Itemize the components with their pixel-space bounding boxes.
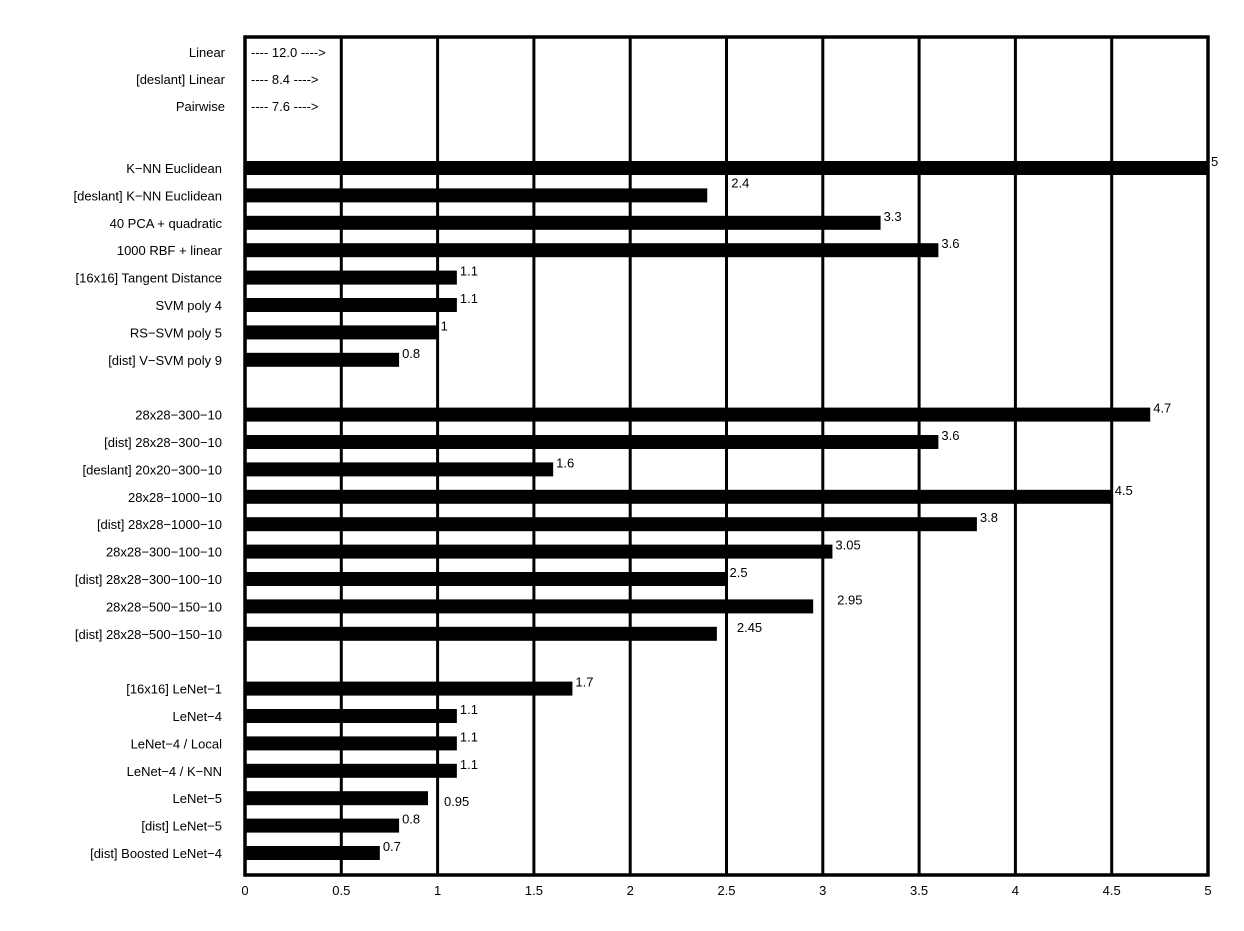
- row-label: LeNet−4: [172, 709, 222, 724]
- row-label: [dist] Boosted LeNet−4: [90, 846, 222, 861]
- bar: [245, 270, 457, 285]
- row-label: [deslant] Linear: [136, 72, 226, 87]
- bar: [245, 161, 1208, 175]
- offscale-value-label: ---- 12.0 ---->: [251, 45, 326, 60]
- row-label: Linear: [189, 45, 226, 60]
- bar: [245, 626, 717, 641]
- bar: [245, 215, 881, 230]
- row-label: [dist] 28x28−300−100−10: [75, 572, 222, 587]
- bar: [245, 818, 400, 833]
- value-label: 1.6: [556, 455, 574, 470]
- bar: [245, 709, 457, 723]
- bar: [245, 599, 814, 614]
- row-label: [dist] 28x28−1000−10: [97, 517, 222, 532]
- row-label: 28x28−500−150−10: [106, 599, 222, 614]
- bar: [245, 736, 457, 751]
- value-label: 1.1: [460, 702, 478, 717]
- x-tick-label: 2: [627, 883, 634, 898]
- value-label: 0.7: [383, 839, 401, 854]
- bar: [245, 462, 554, 477]
- value-label: 1: [441, 318, 448, 333]
- value-label: 2.5: [730, 565, 748, 580]
- value-label: 1.1: [460, 264, 478, 279]
- value-label: 0.8: [402, 346, 420, 361]
- value-label: 2.95: [837, 592, 862, 607]
- bar: [245, 517, 977, 532]
- offscale-value-label: ---- 7.6 ---->: [251, 99, 319, 114]
- bar: [245, 352, 400, 367]
- value-label: 0.95: [444, 794, 469, 809]
- value-label: 3.6: [941, 428, 959, 443]
- row-label: K−NN Euclidean: [126, 161, 222, 176]
- row-label: SVM poly 4: [156, 298, 222, 313]
- value-label: 2.4: [731, 175, 749, 190]
- row-label: [dist] 28x28−300−10: [104, 435, 222, 450]
- row-label: 40 PCA + quadratic: [110, 216, 223, 231]
- row-label: LeNet−4 / Local: [131, 736, 223, 751]
- row-label: 28x28−300−10: [135, 408, 222, 423]
- value-label: 4.7: [1153, 401, 1171, 416]
- value-label: 3.6: [941, 236, 959, 251]
- value-label: 1.1: [460, 757, 478, 772]
- row-label: Pairwise: [176, 99, 225, 114]
- row-label: [16x16] Tangent Distance: [76, 271, 222, 286]
- x-tick-label: 1.5: [525, 883, 543, 898]
- bar: [245, 681, 573, 696]
- row-label: [dist] V−SVM poly 9: [108, 353, 222, 368]
- bar: [245, 188, 708, 203]
- value-label: 3.3: [884, 209, 902, 224]
- value-label: 3.8: [980, 510, 998, 525]
- row-label: LeNet−5: [172, 791, 222, 806]
- bar: [245, 325, 438, 340]
- row-label: 28x28−300−100−10: [106, 545, 222, 560]
- bar: [245, 544, 833, 559]
- row-label: [deslant] 20x20−300−10: [82, 462, 222, 477]
- row-label: RS−SVM poly 5: [130, 325, 222, 340]
- value-label: 5: [1211, 154, 1218, 169]
- value-label: 3.05: [835, 538, 860, 553]
- offscale-value-label: ---- 8.4 ---->: [251, 72, 319, 87]
- bar: [245, 243, 939, 258]
- x-tick-label: 1: [434, 883, 441, 898]
- bar: [245, 489, 1112, 504]
- value-label: 1.1: [460, 729, 478, 744]
- bar: [245, 435, 939, 449]
- row-label: 28x28−1000−10: [128, 490, 222, 505]
- x-tick-label: 4.5: [1103, 883, 1121, 898]
- bar: [245, 846, 380, 860]
- value-label: 1.7: [575, 675, 593, 690]
- row-label: [16x16] LeNet−1: [126, 682, 222, 697]
- plot-frame: [243, 35, 1210, 877]
- row-label: 1000 RBF + linear: [117, 243, 223, 258]
- x-tick-label: 5: [1204, 883, 1211, 898]
- x-tick-label: 3.5: [910, 883, 928, 898]
- x-tick-label: 4: [1012, 883, 1019, 898]
- value-label: 4.5: [1115, 483, 1133, 498]
- x-tick-label: 0.5: [332, 883, 350, 898]
- x-tick-label: 2.5: [717, 883, 735, 898]
- value-label: 2.45: [737, 620, 762, 635]
- x-tick-label: 3: [819, 883, 826, 898]
- bar: [245, 572, 727, 586]
- row-label: LeNet−4 / K−NN: [127, 764, 222, 779]
- bar: [245, 763, 457, 778]
- value-label: 1.1: [460, 291, 478, 306]
- value-label: 0.8: [402, 812, 420, 827]
- bar: [245, 298, 457, 312]
- row-label: [dist] 28x28−500−150−10: [75, 627, 222, 642]
- bar: [245, 407, 1151, 422]
- row-label: [deslant] K−NN Euclidean: [73, 188, 222, 203]
- bar: [245, 791, 428, 806]
- row-label: [dist] LeNet−5: [141, 819, 222, 834]
- x-tick-label: 0: [241, 883, 248, 898]
